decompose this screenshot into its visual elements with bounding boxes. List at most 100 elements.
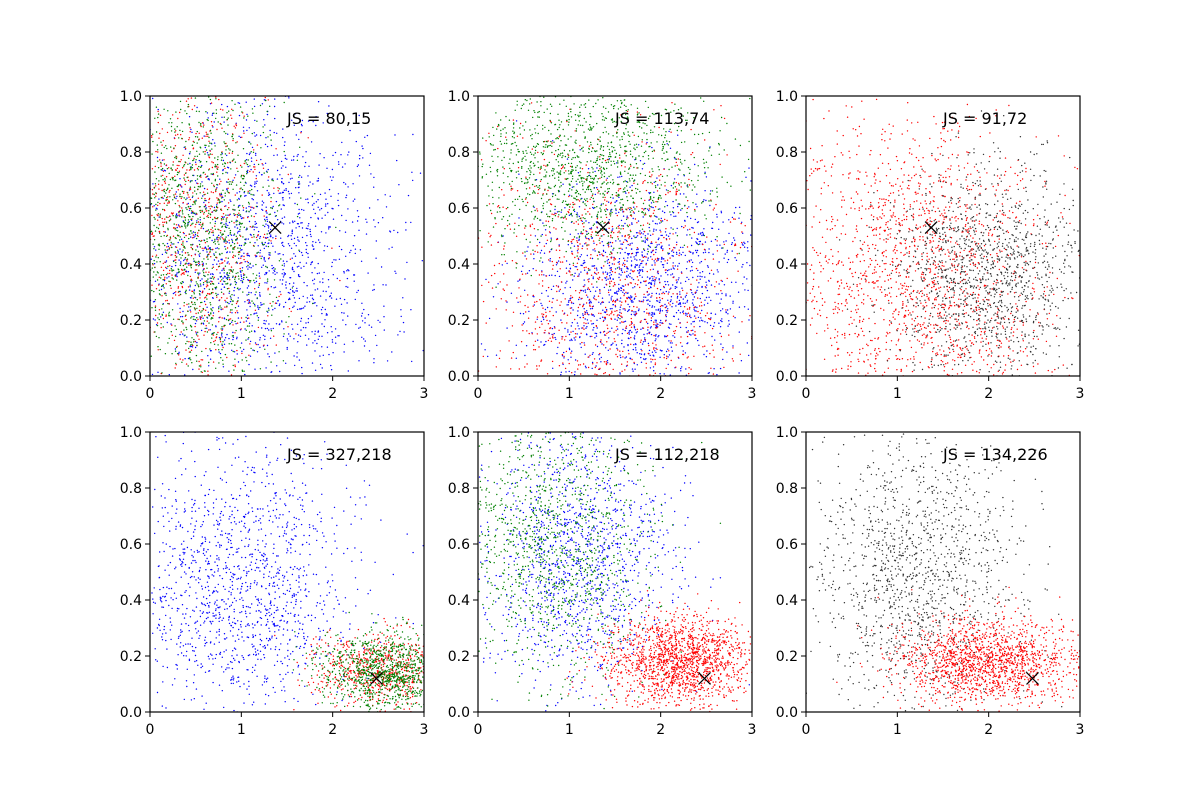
data-point (182, 321, 184, 324)
data-point (184, 270, 187, 273)
data-point (196, 283, 198, 285)
data-point (222, 363, 224, 365)
data-point (678, 262, 680, 265)
data-point (304, 165, 306, 168)
data-point (239, 164, 242, 167)
data-point (352, 340, 354, 343)
data-point (357, 289, 359, 292)
data-point (161, 184, 163, 186)
data-point (682, 298, 684, 300)
data-point (228, 242, 231, 244)
data-point (612, 278, 614, 280)
data-point (560, 371, 562, 373)
data-point (670, 268, 672, 270)
data-point (349, 251, 351, 254)
data-point (263, 303, 265, 305)
data-point (192, 297, 194, 299)
data-point (228, 227, 230, 229)
data-point (218, 349, 220, 351)
data-point (232, 159, 234, 161)
data-point (267, 230, 270, 232)
data-point (157, 116, 159, 119)
data-point (178, 164, 180, 167)
data-point (345, 324, 347, 326)
data-point (708, 372, 710, 374)
data-point (245, 276, 248, 278)
data-point (177, 133, 179, 136)
data-point (177, 249, 179, 251)
data-point (236, 141, 238, 143)
data-point (642, 260, 644, 262)
data-point (173, 243, 175, 245)
data-point (237, 305, 240, 307)
data-point (692, 329, 694, 331)
data-point (163, 278, 166, 280)
data-point (652, 366, 655, 368)
data-point (234, 226, 236, 228)
data-point (268, 242, 270, 244)
data-point (216, 128, 218, 131)
data-point (181, 186, 183, 188)
data-point (152, 276, 154, 278)
data-point (213, 209, 215, 212)
data-point (632, 301, 634, 303)
data-point (333, 259, 335, 261)
data-point (221, 103, 223, 106)
data-point (547, 220, 550, 223)
data-point (728, 219, 730, 221)
data-point (261, 242, 263, 245)
data-point (683, 226, 685, 229)
data-point (253, 149, 255, 151)
data-point (635, 236, 638, 238)
data-point (667, 356, 669, 358)
data-point (172, 177, 174, 179)
data-point (217, 217, 219, 219)
data-point (614, 258, 617, 260)
scatter-panel-2: 0 1 2 30.00.20.40.60.81.0JS = 113,74 (448, 89, 757, 402)
data-point (196, 167, 199, 170)
data-point (160, 327, 162, 329)
data-point (589, 227, 591, 230)
data-point (726, 249, 729, 252)
data-point (331, 341, 334, 343)
data-point (701, 271, 704, 273)
data-point (160, 274, 162, 276)
data-point (731, 358, 734, 360)
data-point (257, 305, 259, 307)
data-point (277, 253, 279, 255)
data-point (231, 150, 234, 153)
data-point (206, 152, 209, 154)
data-point (209, 277, 211, 279)
data-point (201, 210, 203, 213)
data-point (238, 278, 240, 280)
data-point (574, 203, 576, 205)
data-point (237, 287, 239, 289)
data-point (246, 317, 249, 320)
data-point (609, 308, 612, 310)
data-point (234, 320, 236, 323)
data-point (189, 345, 191, 348)
data-point (649, 354, 651, 357)
data-point (705, 199, 707, 202)
data-point (625, 192, 627, 194)
data-point (273, 223, 276, 225)
data-point (684, 352, 687, 354)
data-point (189, 131, 191, 133)
data-point (293, 253, 295, 255)
data-point (161, 189, 163, 192)
data-point (254, 312, 256, 314)
data-point (227, 224, 229, 227)
data-point (194, 161, 197, 163)
data-point (623, 257, 625, 259)
data-point (254, 305, 256, 307)
data-point (259, 294, 261, 296)
data-point (664, 303, 666, 306)
data-point (287, 173, 289, 176)
data-point (184, 222, 187, 225)
data-point (713, 109, 715, 111)
data-point (176, 173, 179, 176)
data-point (205, 325, 207, 327)
data-point (162, 262, 164, 265)
data-point (402, 321, 405, 324)
data-point (176, 234, 179, 236)
